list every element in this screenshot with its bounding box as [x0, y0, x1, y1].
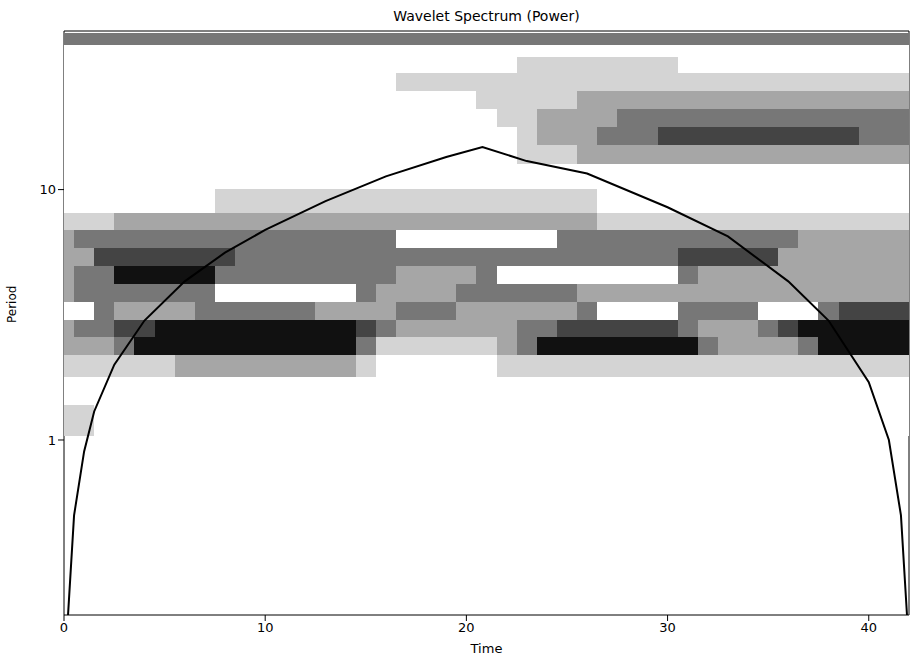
html-text:Wavelet Spectrum (Power): Wavelet Spectrum (Power)	[393, 8, 580, 24]
svg-text:Period: Period	[5, 286, 19, 323]
svg-text:40: 40	[860, 620, 877, 635]
svg-text:10: 10	[39, 182, 56, 197]
svg-text:0: 0	[60, 620, 68, 635]
svg-text:10: 10	[257, 620, 274, 635]
svg-text:Time: Time	[470, 641, 503, 656]
svg-text:30: 30	[659, 620, 676, 635]
svg-text:1: 1	[48, 433, 56, 448]
svg-text:20: 20	[458, 620, 475, 635]
